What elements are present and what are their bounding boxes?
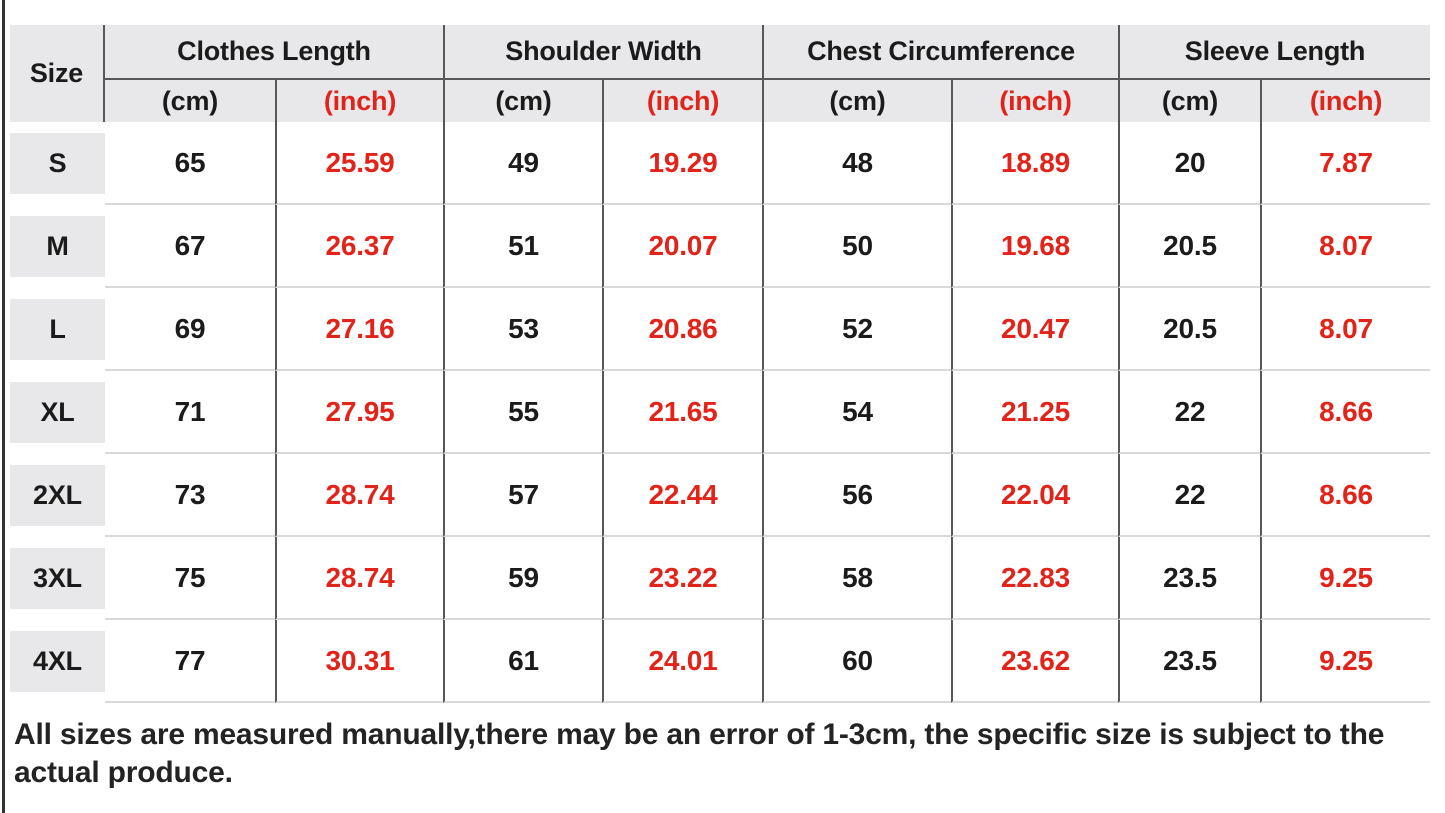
measurement-cell: 26.37 [275, 205, 443, 288]
measurement-cell: 67 [105, 205, 275, 288]
measurement-cell: 21.65 [602, 371, 762, 454]
size-badge: 4XL [10, 631, 105, 692]
measurement-cell: 23.22 [602, 537, 762, 620]
unit-inch-header: (inch) [602, 80, 762, 122]
size-row-cell: 4XL [10, 620, 105, 703]
measurement-cell: 8.66 [1260, 454, 1430, 537]
unit-inch-header: (inch) [275, 80, 443, 122]
measurement-cell: 60 [762, 620, 951, 703]
unit-cm-header: (cm) [105, 80, 275, 122]
measurement-cell: 20 [1118, 122, 1260, 205]
measurement-cell: 28.74 [275, 537, 443, 620]
measurement-cell: 9.25 [1260, 620, 1430, 703]
measurement-cell: 56 [762, 454, 951, 537]
measurement-cell: 18.89 [951, 122, 1118, 205]
size-row-cell: M [10, 205, 105, 288]
measurement-cell: 58 [762, 537, 951, 620]
measurement-cell: 20.47 [951, 288, 1118, 371]
measurement-cell: 25.59 [275, 122, 443, 205]
size-column-header: Size [10, 25, 105, 122]
measurement-cell: 59 [443, 537, 602, 620]
size-badge: L [10, 299, 105, 360]
measurement-cell: 9.25 [1260, 537, 1430, 620]
measurement-cell: 57 [443, 454, 602, 537]
measurement-disclaimer: All sizes are measured manually,there ma… [14, 718, 1385, 789]
measurement-cell: 73 [105, 454, 275, 537]
measurement-cell: 65 [105, 122, 275, 205]
measurement-cell: 8.07 [1260, 205, 1430, 288]
size-badge: S [10, 133, 105, 194]
measurement-cell: 23.5 [1118, 537, 1260, 620]
measurement-cell: 22 [1118, 371, 1260, 454]
size-row-cell: S [10, 122, 105, 205]
measurement-cell: 52 [762, 288, 951, 371]
column-group-chest-circumference: Chest Circumference [762, 25, 1118, 80]
size-row-cell: L [10, 288, 105, 371]
size-badge: M [10, 216, 105, 277]
column-group-clothes-length: Clothes Length [105, 25, 443, 80]
measurement-cell: 49 [443, 122, 602, 205]
measurement-cell: 23.62 [951, 620, 1118, 703]
column-group-sleeve-length: Sleeve Length [1118, 25, 1430, 80]
unit-inch-header: (inch) [951, 80, 1118, 122]
measurement-cell: 50 [762, 205, 951, 288]
measurement-cell: 20.5 [1118, 288, 1260, 371]
size-badge: 3XL [10, 548, 105, 609]
measurement-cell: 51 [443, 205, 602, 288]
measurement-cell: 24.01 [602, 620, 762, 703]
measurement-cell: 22.04 [951, 454, 1118, 537]
measurement-cell: 77 [105, 620, 275, 703]
measurement-cell: 61 [443, 620, 602, 703]
measurement-cell: 23.5 [1118, 620, 1260, 703]
measurement-cell: 55 [443, 371, 602, 454]
measurement-cell: 48 [762, 122, 951, 205]
measurement-cell: 71 [105, 371, 275, 454]
measurement-cell: 21.25 [951, 371, 1118, 454]
size-badge: 2XL [10, 465, 105, 526]
size-badge: XL [10, 382, 105, 443]
unit-cm-header: (cm) [762, 80, 951, 122]
measurement-cell: 22.83 [951, 537, 1118, 620]
measurement-cell: 8.07 [1260, 288, 1430, 371]
unit-cm-header: (cm) [1118, 80, 1260, 122]
column-group-shoulder-width: Shoulder Width [443, 25, 762, 80]
measurement-cell: 19.68 [951, 205, 1118, 288]
unit-inch-header: (inch) [1260, 80, 1430, 122]
left-border-line [2, 0, 5, 813]
measurement-cell: 54 [762, 371, 951, 454]
measurement-cell: 22 [1118, 454, 1260, 537]
measurement-cell: 75 [105, 537, 275, 620]
measurement-cell: 20.86 [602, 288, 762, 371]
size-table: Size Clothes Length Shoulder Width Chest… [10, 25, 1430, 703]
unit-cm-header: (cm) [443, 80, 602, 122]
measurement-cell: 69 [105, 288, 275, 371]
size-row-cell: XL [10, 371, 105, 454]
measurement-cell: 8.66 [1260, 371, 1430, 454]
measurement-cell: 27.95 [275, 371, 443, 454]
measurement-cell: 28.74 [275, 454, 443, 537]
measurement-cell: 19.29 [602, 122, 762, 205]
measurement-cell: 30.31 [275, 620, 443, 703]
measurement-cell: 20.07 [602, 205, 762, 288]
measurement-cell: 7.87 [1260, 122, 1430, 205]
measurement-cell: 27.16 [275, 288, 443, 371]
size-row-cell: 3XL [10, 537, 105, 620]
size-row-cell: 2XL [10, 454, 105, 537]
measurement-cell: 20.5 [1118, 205, 1260, 288]
measurement-cell: 22.44 [602, 454, 762, 537]
measurement-cell: 53 [443, 288, 602, 371]
